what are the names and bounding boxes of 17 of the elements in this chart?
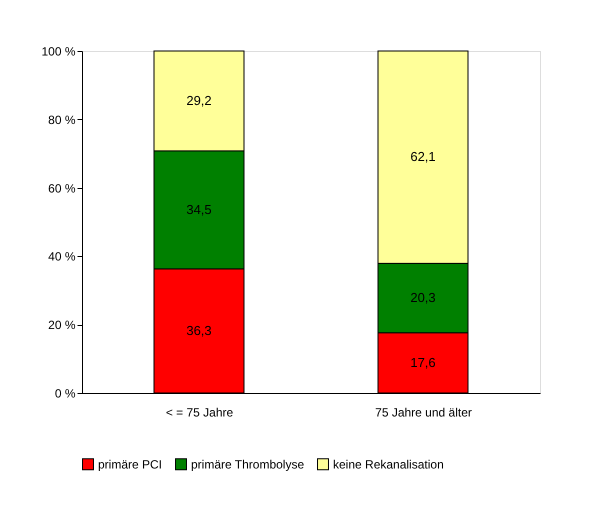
y-tick-label: 100 % bbox=[41, 44, 76, 58]
legend-label: primäre PCI bbox=[98, 457, 162, 472]
data-label: 17,6 bbox=[410, 354, 436, 370]
x-tick-label: 75 Jahre und älter bbox=[375, 406, 472, 420]
y-tick-label: 0 % bbox=[54, 386, 76, 400]
data-label: 34,5 bbox=[186, 202, 212, 217]
y-tick-label: 20 % bbox=[48, 318, 76, 332]
y-tick-label: 80 % bbox=[48, 112, 76, 127]
data-label: 29,2 bbox=[186, 92, 212, 108]
data-label: 20,3 bbox=[410, 290, 436, 306]
y-tick-label: 40 % bbox=[48, 250, 76, 264]
data-label: 36,3 bbox=[186, 322, 212, 338]
legend-label: keine Rekanalisation bbox=[333, 457, 444, 472]
x-tick-label: < = 75 Jahre bbox=[166, 406, 234, 420]
legend-label: primäre Thrombolyse bbox=[191, 457, 304, 472]
y-tick-label: 60 % bbox=[48, 181, 76, 196]
data-label: 62,1 bbox=[410, 149, 436, 164]
